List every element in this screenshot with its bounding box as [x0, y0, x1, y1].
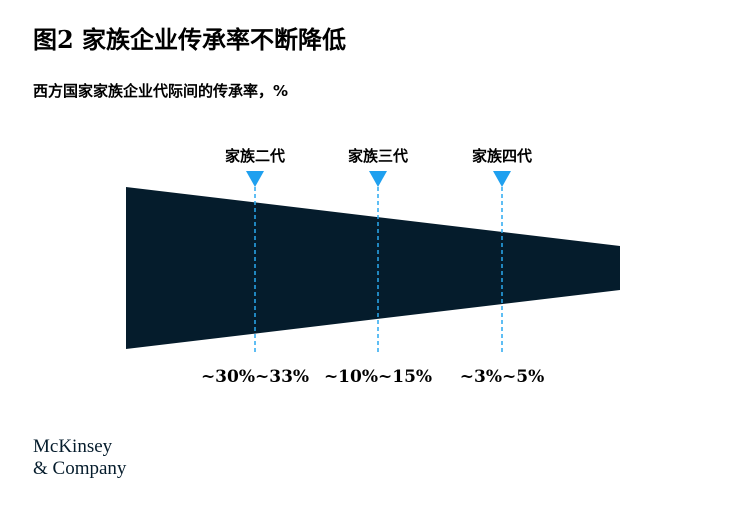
- marker-triangle: [369, 171, 387, 187]
- funnel: [126, 187, 620, 349]
- logo: McKinsey: [33, 436, 113, 457]
- rate-label: ~30%~33%: [201, 367, 309, 387]
- title: 图2 家族企业传承率不断降低: [33, 25, 346, 54]
- marker-triangle: [246, 171, 264, 187]
- rate-label: ~10%~15%: [324, 367, 432, 387]
- stage-label: 家族二代: [225, 147, 285, 165]
- stages: 家族二代 ~30%~33% 家族三代 ~10%~15% 家族四代 ~3%~5%: [201, 147, 544, 387]
- subtitle: 西方国家家族企业代际间的传承率，%: [33, 82, 288, 100]
- rate-label: ~3%~5%: [460, 367, 544, 387]
- stage-label: 家族三代: [348, 147, 408, 165]
- stage-label: 家族四代: [472, 147, 532, 165]
- logo: & Company: [33, 458, 127, 479]
- marker-triangle: [493, 171, 511, 187]
